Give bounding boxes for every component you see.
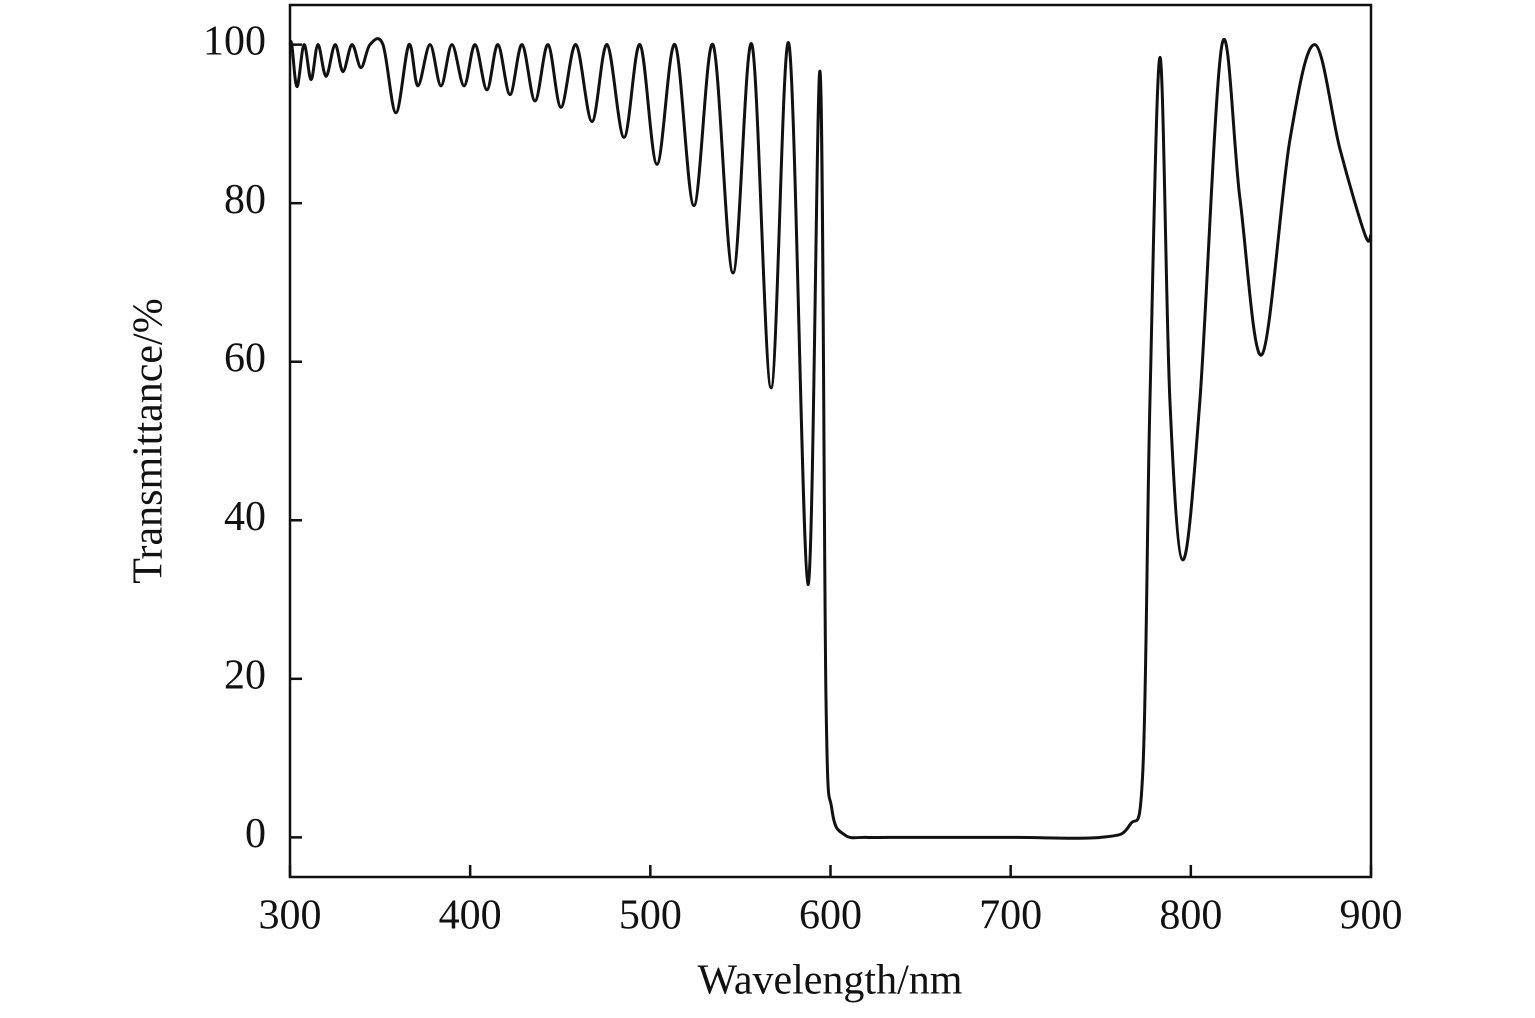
y-tick-label: 20 [224, 652, 266, 698]
x-tick-label: 800 [1159, 893, 1222, 939]
y-axis-label: Transmittance/% [126, 298, 172, 583]
x-tick-label: 500 [619, 893, 682, 939]
x-tick-label: 700 [979, 893, 1042, 939]
x-tick-label: 600 [799, 893, 862, 939]
x-tick-label: 900 [1340, 893, 1403, 939]
y-tick-label: 60 [224, 335, 266, 381]
y-tick-label: 80 [224, 177, 266, 223]
y-tick-label: 40 [224, 494, 266, 540]
y-tick-label: 100 [203, 18, 266, 64]
x-axis-label: Wavelength/nm [698, 958, 963, 1004]
x-tick-label: 400 [439, 893, 502, 939]
line-series [288, 37, 1373, 840]
y-tick-label: 0 [245, 811, 266, 857]
x-tick-label: 300 [259, 893, 322, 939]
plot-frame [288, 3, 1373, 879]
